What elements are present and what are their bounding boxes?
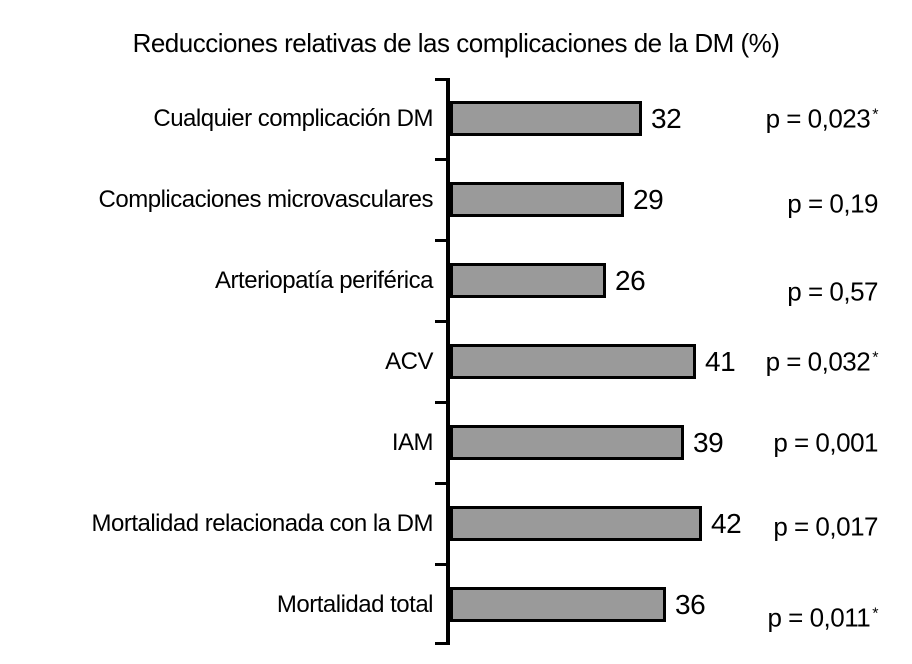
category-label: Mortalidad relacionada con la DM bbox=[91, 509, 433, 537]
bar bbox=[450, 263, 606, 298]
bar-value-label: 42 bbox=[711, 507, 742, 539]
y-axis-tick bbox=[435, 158, 446, 161]
category-label: Complicaciones microvasculares bbox=[98, 185, 434, 213]
y-axis-tick bbox=[435, 482, 446, 485]
p-value-label: p = 0,023 * bbox=[765, 103, 879, 133]
p-value-label: p = 0,19 bbox=[787, 188, 878, 218]
p-value-label: p = 0,011 * bbox=[767, 602, 878, 632]
bar-value-label: 32 bbox=[651, 102, 682, 134]
bar-value-label: 29 bbox=[633, 183, 664, 215]
y-axis-tick bbox=[435, 320, 446, 323]
category-label: Mortalidad total bbox=[276, 590, 434, 618]
chart-row: ACV 41 p = 0,032 * bbox=[0, 321, 912, 402]
chart-row: Mortalidad relacionada con la DM 42 p = 0,… bbox=[0, 483, 912, 564]
chart-row: Cualquier complicación DM 32 p = 0,023 * bbox=[0, 78, 912, 159]
bar bbox=[450, 506, 702, 541]
y-axis-tick bbox=[435, 401, 446, 404]
category-label: IAM bbox=[391, 428, 434, 456]
p-value-label: p = 0,57 bbox=[787, 276, 878, 306]
p-value-label: p = 0,001 bbox=[773, 427, 878, 457]
chart-row: Arteriopatía periférica 26 p = 0,57 bbox=[0, 240, 912, 321]
bar-rows: Cualquier complicación DM 32 p = 0,023 * Com… bbox=[0, 78, 912, 645]
category-label: Arteriopatía periférica bbox=[215, 266, 433, 294]
bar-value-label: 36 bbox=[675, 588, 706, 620]
bar-value-label: 41 bbox=[705, 345, 736, 377]
chart-row: Complicaciones microvasculares 29 p = 0,19 bbox=[0, 159, 912, 240]
bar-value-label: 26 bbox=[615, 264, 646, 296]
y-axis-tick bbox=[435, 239, 446, 242]
significance-asterisk: * bbox=[872, 604, 878, 622]
y-axis-tick bbox=[435, 642, 446, 645]
chart-row: IAM 39 p = 0,001 bbox=[0, 402, 912, 483]
significance-asterisk: * bbox=[872, 348, 878, 366]
y-axis-line bbox=[446, 78, 450, 645]
bar-value-label: 39 bbox=[693, 426, 724, 458]
p-value-label: p = 0,032 * bbox=[765, 346, 879, 376]
bar bbox=[450, 587, 666, 622]
plot-area: Cualquier complicación DM 32 p = 0,023 * Com… bbox=[0, 78, 912, 645]
significance-asterisk: * bbox=[872, 105, 878, 123]
category-label: Cualquier complicación DM bbox=[153, 104, 433, 132]
p-value-label: p = 0,017 bbox=[773, 511, 878, 541]
category-label: ACV bbox=[385, 347, 433, 375]
bar bbox=[450, 344, 696, 379]
chart-row: Mortalidad total 36 p = 0,011 * bbox=[0, 564, 912, 645]
chart-title: Reducciones relativas de las complicacio… bbox=[132, 28, 780, 58]
y-axis-tick bbox=[435, 563, 446, 566]
y-axis-tick bbox=[435, 78, 446, 81]
bar bbox=[450, 101, 642, 136]
bar bbox=[450, 182, 624, 217]
bar bbox=[450, 425, 684, 460]
